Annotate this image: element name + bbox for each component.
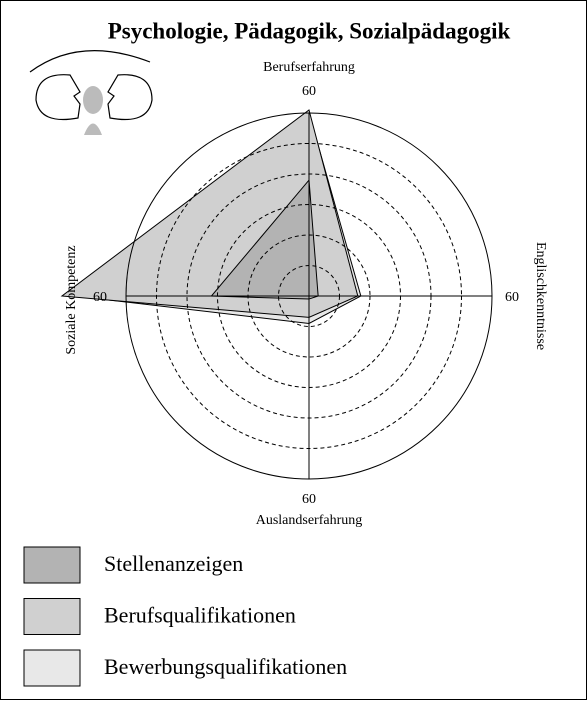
icon xyxy=(29,50,153,135)
legend-swatch xyxy=(23,649,81,687)
tick-label: 60 xyxy=(302,492,316,507)
axis-label: Berufserfahrung xyxy=(263,60,355,75)
chart-title: Psychologie, Pädagogik, Sozialpädagogik xyxy=(108,18,511,43)
legend-label: Bewerbungsqualifikationen xyxy=(104,654,347,679)
legend-swatch xyxy=(23,598,81,635)
axis-label: Soziale Kompetenz xyxy=(64,245,79,354)
tick-label: 60 xyxy=(302,84,316,99)
tick-label: 60 xyxy=(93,290,107,305)
legend-label: Stellenanzeigen xyxy=(104,551,243,576)
tick-label: 60 xyxy=(505,290,519,305)
legend-swatch xyxy=(23,546,81,584)
legend-label: Berufsqualifikationen xyxy=(104,603,296,628)
axis-label: Englischkenntnisse xyxy=(533,242,548,350)
axis-label: Auslandserfahrung xyxy=(256,513,363,528)
